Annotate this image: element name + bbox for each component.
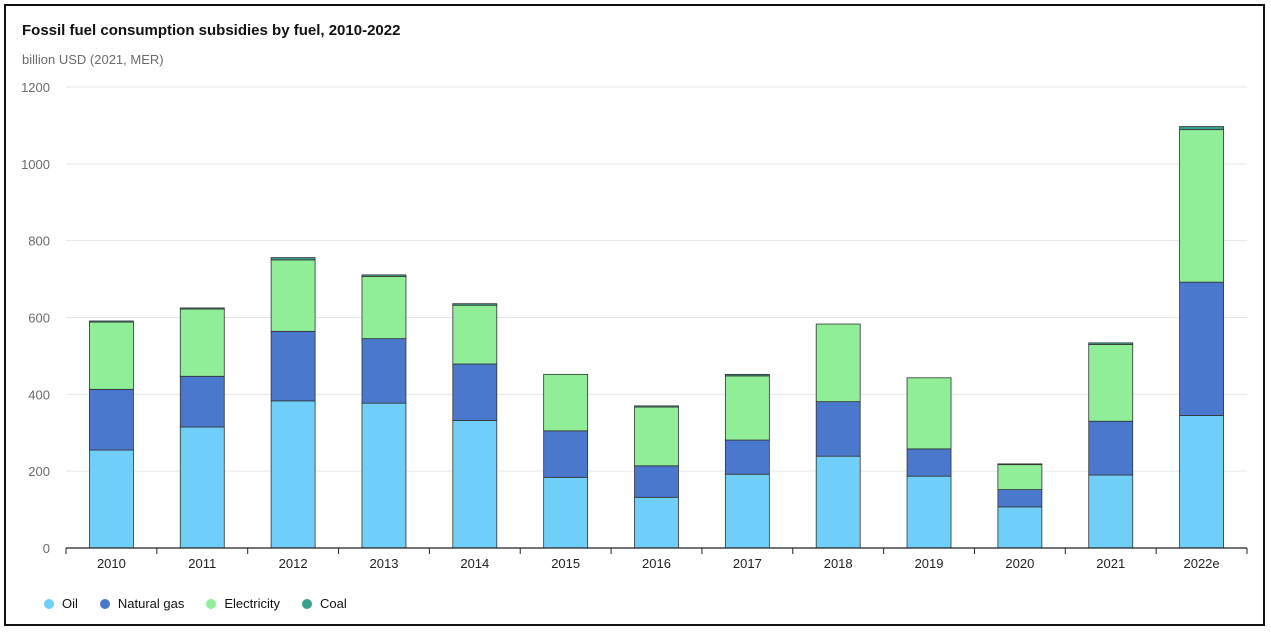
bar-2020-natural-gas [997,489,1043,508]
bar-2017-oil [724,473,770,549]
x-tick-label-2021: 2021 [1096,556,1125,571]
bar-2014-oil [452,420,498,549]
y-tick-label-400: 400 [28,387,50,402]
bar-2022e-natural-gas [1179,281,1224,416]
bar-2013-electricity [361,275,407,340]
bar-2016-natural-gas [634,465,679,498]
legend-swatch-oil [44,598,54,609]
bar-2021-electricity [1088,343,1134,422]
bar-2021-natural-gas [1088,420,1134,476]
y-tick-label-800: 800 [28,234,50,249]
x-tick-label-2019: 2019 [915,556,944,571]
bar-2021-coal [1088,342,1134,345]
chart-subtitle: billion USD (2021, MER) [22,52,164,67]
bar-2014-electricity [452,304,498,365]
x-tick-label-2022e: 2022e [1183,556,1219,571]
bar-2018-electricity [815,323,861,403]
chart-title: Fossil fuel consumption subsidies by fue… [22,22,401,39]
x-tick-label-2017: 2017 [733,556,762,571]
bar-2012-natural-gas [270,330,316,402]
bar-2019-electricity [906,377,952,450]
y-tick-label-0: 0 [43,541,50,556]
bar-2015-electricity [543,373,589,432]
legend-label-oil: Oil [62,596,78,611]
bar-2017-electricity [724,375,770,441]
bar-2016-oil [634,496,679,549]
y-tick-label-600: 600 [28,311,50,326]
bar-2015-natural-gas [543,430,589,478]
bar-2010-oil [89,449,134,549]
bar-2014-coal [452,303,498,306]
bar-2013-coal [361,274,407,277]
x-tick-label-2012: 2012 [279,556,308,571]
legend-label-electricity: Electricity [224,596,280,611]
bar-2011-natural-gas [179,375,225,428]
y-tick-label-1000: 1000 [21,157,50,172]
legend-swatch-coal [302,598,312,609]
bar-2012-coal [270,257,316,261]
x-tick-label-2014: 2014 [460,556,489,571]
bar-2017-natural-gas [724,439,770,475]
bar-2022e-oil [1179,415,1224,549]
bar-2022e-electricity [1179,129,1224,283]
bar-2012-oil [270,400,316,549]
bar-2017-coal [724,373,770,377]
bar-2010-natural-gas [89,388,134,451]
x-tick-label-2020: 2020 [1005,556,1034,571]
x-tick-label-2016: 2016 [642,556,671,571]
bar-2016-coal [634,405,679,408]
bar-2013-natural-gas [361,338,407,404]
legend-item-coal[interactable]: Coal [302,596,347,611]
x-tick-label-2011: 2011 [188,556,216,571]
legend-item-oil[interactable]: Oil [44,596,78,611]
legend-label-coal: Coal [320,596,347,611]
bar-2019-natural-gas [906,448,952,477]
x-tick-label-2013: 2013 [370,556,399,571]
legend-swatch-electricity [206,598,217,609]
x-tick-label-2010: 2010 [97,556,126,571]
x-tick-label-2018: 2018 [824,556,853,571]
bar-2011-electricity [179,308,225,377]
bar-2022e-coal [1179,126,1224,131]
bar-2020-coal [997,463,1043,466]
bar-2013-oil [361,402,407,549]
bar-2011-oil [179,426,225,549]
bar-2021-oil [1088,474,1134,549]
bar-2012-electricity [270,259,316,332]
bar-2016-electricity [634,406,679,467]
bar-2010-electricity [89,321,134,390]
legend-item-natural-gas[interactable]: Natural gas [99,596,185,611]
bar-2019-oil [906,475,952,549]
bar-2011-coal [179,307,225,310]
legend-swatch-natural-gas [99,598,110,609]
bar-2014-natural-gas [452,363,498,421]
bar-2018-oil [815,455,861,549]
bar-2018-natural-gas [815,401,861,457]
legend: Oil Natural gas Electricity Coal [44,596,347,611]
bar-2015-oil [543,476,589,549]
bar-2020-oil [997,506,1043,549]
y-tick-label-200: 200 [28,464,50,479]
x-tick-label-2015: 2015 [551,556,580,571]
bar-2020-electricity [997,464,1043,491]
legend-item-electricity[interactable]: Electricity [206,596,280,611]
y-tick-label-1200: 1200 [21,80,50,95]
legend-label-natural-gas: Natural gas [117,596,185,611]
bar-2010-coal [89,320,134,323]
